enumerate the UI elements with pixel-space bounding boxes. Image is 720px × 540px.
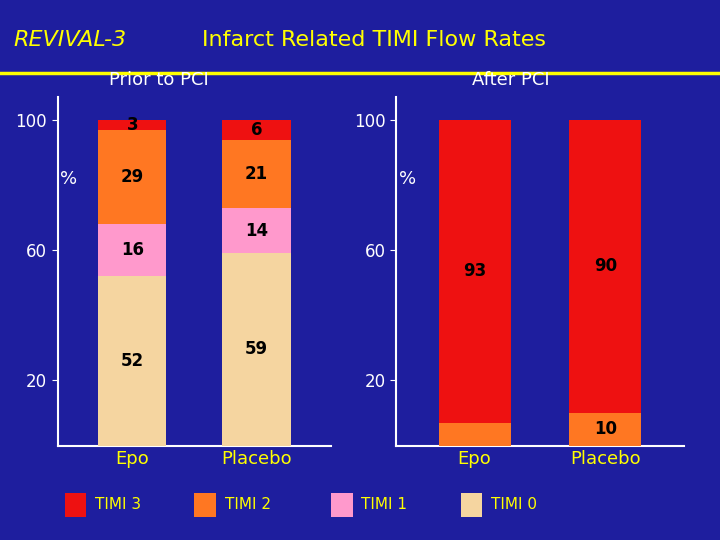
Text: After PCI: After PCI [472, 71, 550, 89]
Text: 93: 93 [463, 262, 486, 280]
Text: Prior to PCI: Prior to PCI [109, 71, 208, 89]
Text: Infarct Related TIMI Flow Rates: Infarct Related TIMI Flow Rates [202, 30, 546, 51]
Text: 21: 21 [245, 165, 268, 183]
Text: 14: 14 [245, 221, 268, 240]
Text: 52: 52 [121, 352, 144, 370]
Bar [438, 120, 510, 423]
Text: TIMI 2: TIMI 2 [225, 497, 271, 512]
Text: %: % [399, 170, 415, 187]
Bar [222, 139, 291, 208]
Bar [438, 423, 510, 445]
Text: 59: 59 [245, 341, 268, 359]
Text: 16: 16 [121, 241, 144, 259]
Text: 3: 3 [127, 116, 138, 134]
Text: 29: 29 [120, 168, 144, 186]
Text: TIMI 0: TIMI 0 [491, 497, 537, 512]
Text: %: % [60, 170, 77, 187]
Bar [222, 120, 291, 139]
Text: 10: 10 [594, 420, 617, 438]
Bar [570, 413, 642, 446]
Bar [98, 120, 166, 130]
Bar [98, 130, 166, 224]
Bar [222, 253, 291, 446]
Bar [570, 120, 642, 413]
Text: 90: 90 [594, 258, 617, 275]
Text: TIMI 3: TIMI 3 [95, 497, 141, 512]
Text: TIMI 1: TIMI 1 [361, 497, 408, 512]
Text: REVIVAL-3: REVIVAL-3 [13, 30, 126, 51]
Bar [98, 224, 166, 276]
Bar [98, 276, 166, 446]
Text: 6: 6 [251, 121, 262, 139]
Bar [222, 208, 291, 253]
